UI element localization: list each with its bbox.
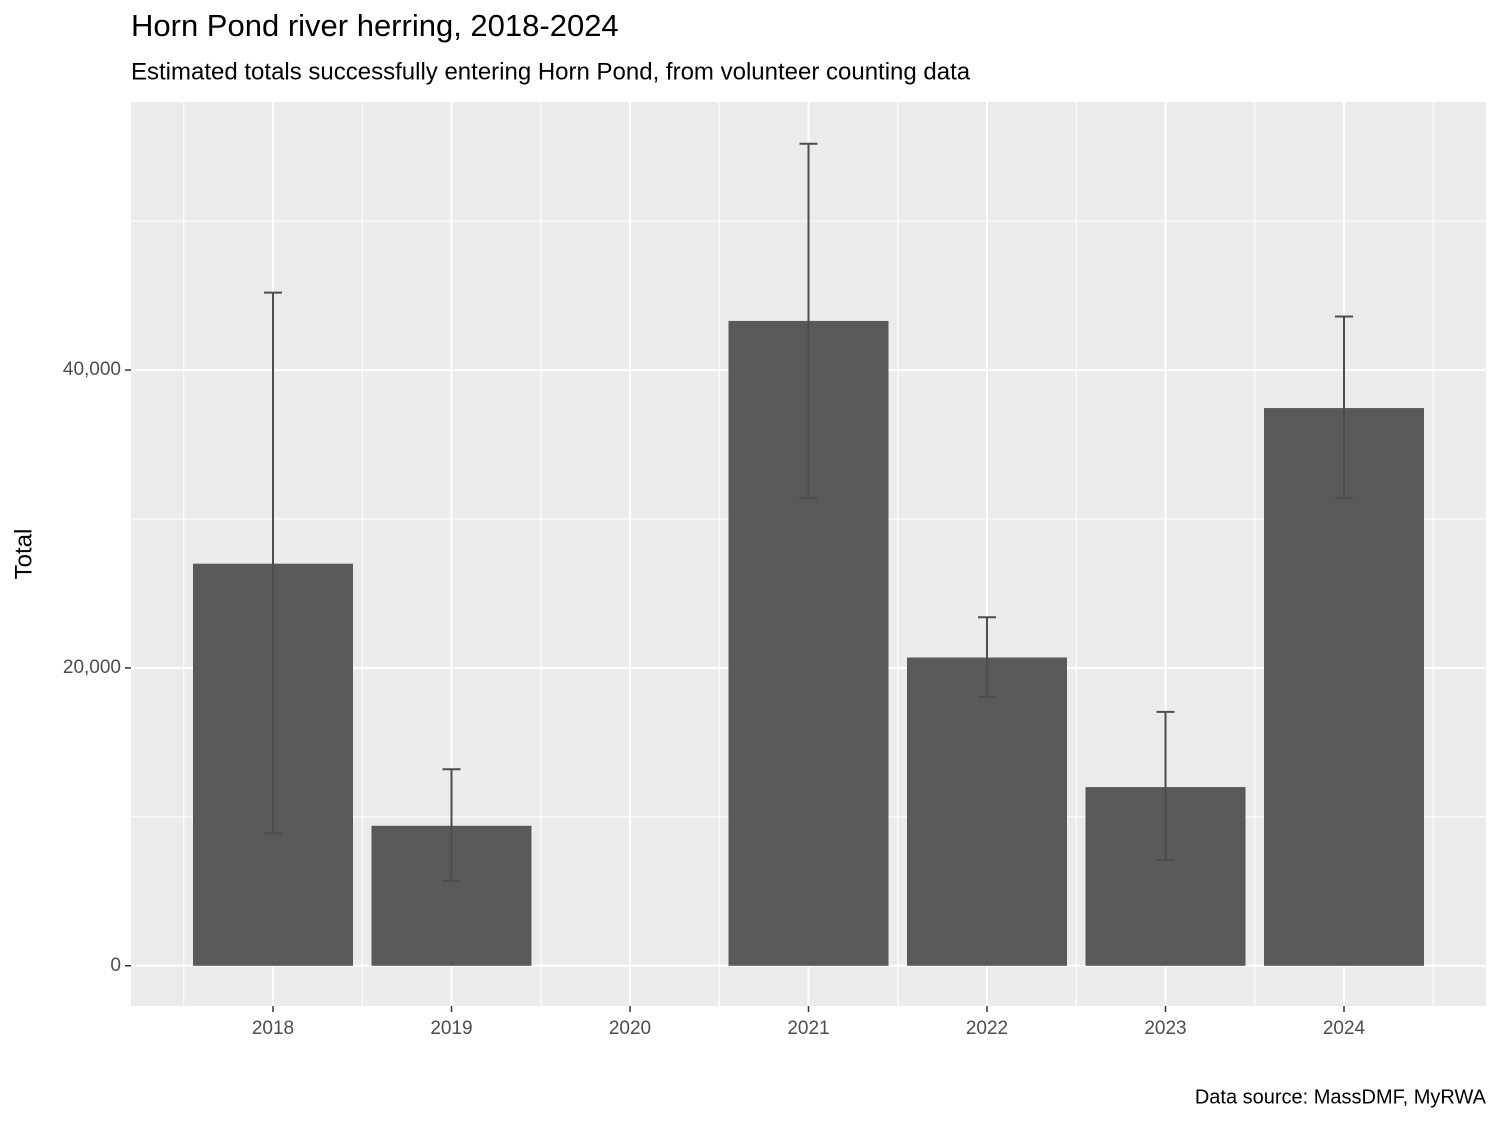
chart-title: Horn Pond river herring, 2018-2024	[131, 8, 619, 43]
y-tick-label: 40,000	[63, 359, 121, 380]
x-tick-label: 2018	[252, 1018, 294, 1039]
x-tick-label: 2019	[430, 1018, 472, 1039]
chart-subtitle: Estimated totals successfully entering H…	[131, 58, 971, 85]
x-tick-label: 2023	[1144, 1018, 1186, 1039]
x-tick-label: 2024	[1323, 1018, 1366, 1039]
caption: Data source: MassDMF, MyRWA	[1195, 1086, 1487, 1108]
x-tick-label: 2021	[787, 1018, 829, 1039]
bar	[1264, 408, 1424, 966]
y-tick-label: 20,000	[63, 657, 121, 678]
x-tick-label: 2022	[966, 1018, 1008, 1039]
bar	[907, 657, 1067, 966]
y-axis-label: Total	[10, 529, 37, 580]
y-tick-label: 0	[110, 955, 121, 976]
x-tick-label: 2020	[609, 1018, 651, 1039]
